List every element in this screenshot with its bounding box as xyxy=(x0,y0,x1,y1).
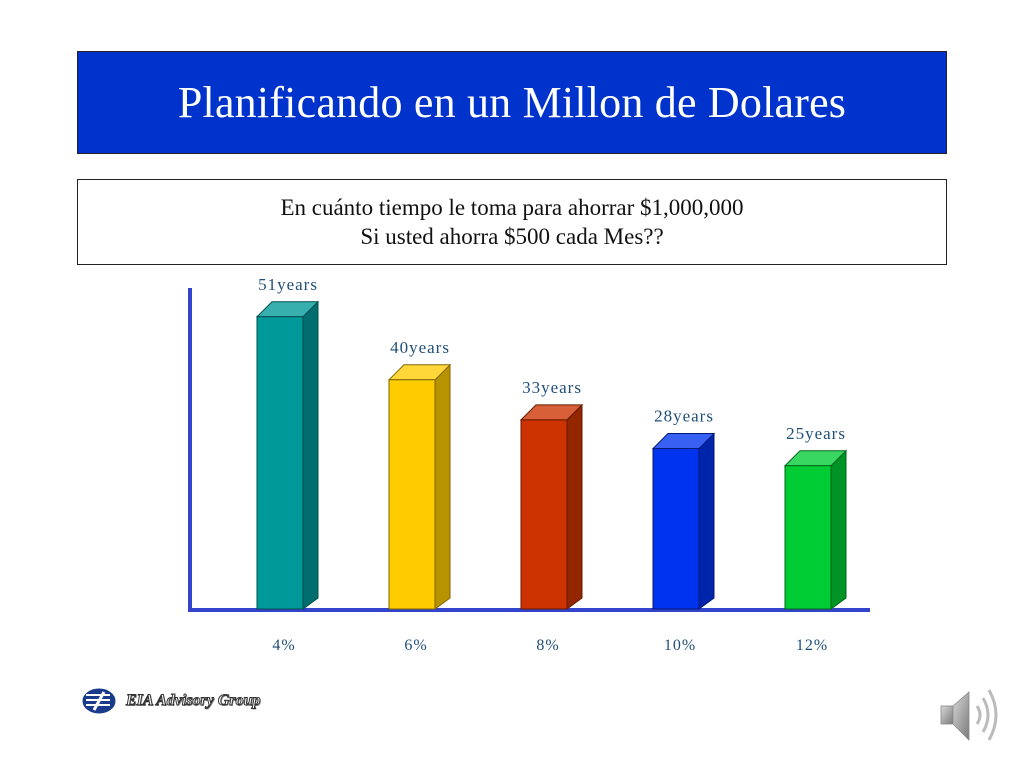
category-label-2: 8% xyxy=(536,637,559,654)
eia-logo-icon xyxy=(81,687,117,715)
category-label-4: 12% xyxy=(796,637,828,654)
eia-logo: EIA Advisory Group xyxy=(80,686,261,716)
data-label-0: 51years xyxy=(258,275,318,294)
bar-1 xyxy=(388,379,436,610)
bar-side-0 xyxy=(302,300,319,610)
bar-2 xyxy=(520,419,568,610)
category-label-1: 6% xyxy=(404,637,427,654)
subtitle-box: En cuánto tiempo le toma para ahorrar $1… xyxy=(77,179,947,265)
bar-side-1 xyxy=(434,363,451,610)
bar-4 xyxy=(784,465,832,610)
data-label-4: 25years xyxy=(786,424,846,443)
speaker-button[interactable] xyxy=(935,684,1005,753)
logo-text: EIA Advisory Group xyxy=(126,692,262,710)
data-label-3: 28years xyxy=(654,407,714,426)
data-label-2: 33years xyxy=(522,378,582,397)
title-banner: Planificando en un Millon de Dolares xyxy=(77,51,947,154)
category-label-0: 4% xyxy=(272,637,295,654)
subtitle-line-2: Si usted ahorra $500 cada Mes?? xyxy=(360,224,664,249)
slide-title: Planificando en un Millon de Dolares xyxy=(177,78,847,127)
bar-0 xyxy=(256,316,304,610)
bar-side-2 xyxy=(566,403,583,610)
bar-3 xyxy=(652,448,700,610)
subtitle-line-1: En cuánto tiempo le toma para ahorrar $1… xyxy=(280,195,744,220)
bar-side-3 xyxy=(698,432,715,610)
category-label-3: 10% xyxy=(664,637,696,654)
bar-side-4 xyxy=(830,449,847,610)
speaker-icon[interactable] xyxy=(935,684,1005,748)
data-label-1: 40years xyxy=(390,338,450,357)
